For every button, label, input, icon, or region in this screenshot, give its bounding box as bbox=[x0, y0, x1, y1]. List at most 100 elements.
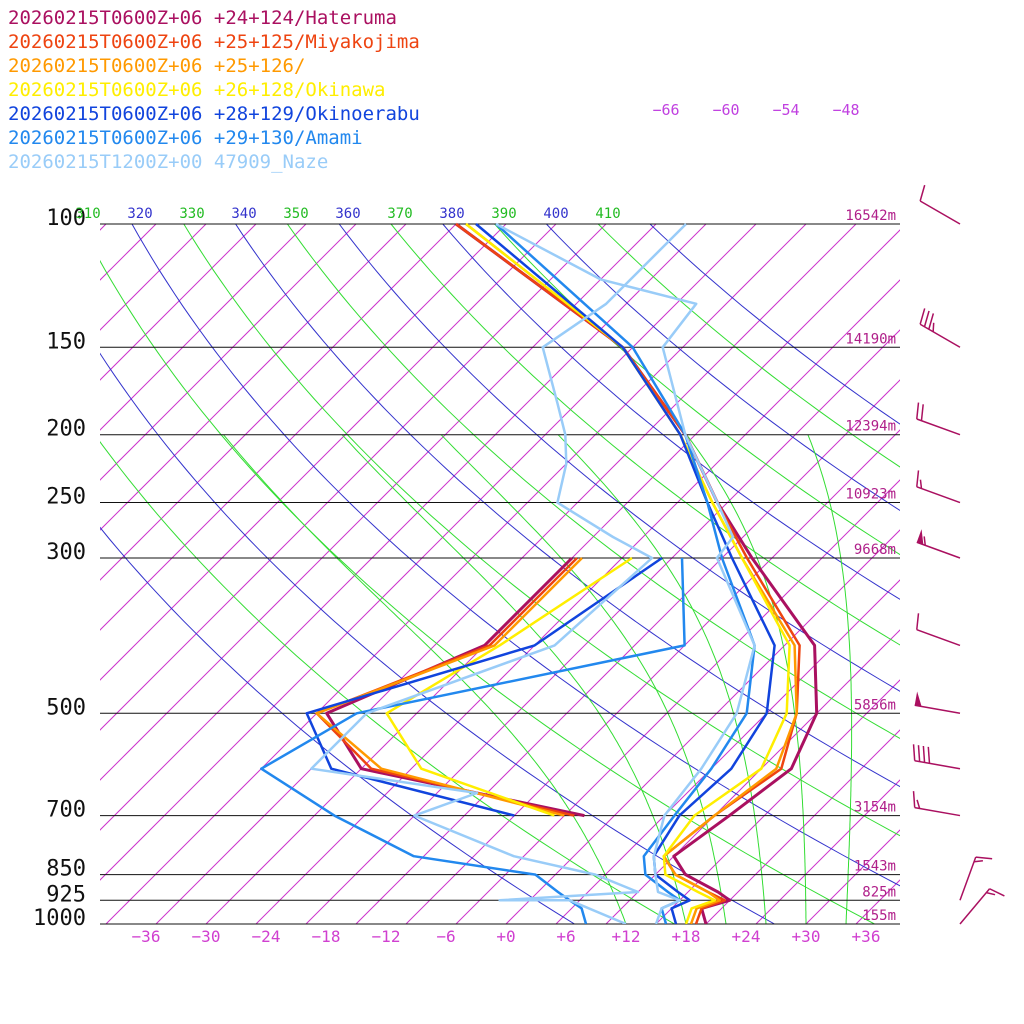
wind-barb bbox=[916, 486, 961, 504]
legend-entry: 20260215T1200Z+00 47909_Naze bbox=[8, 151, 328, 173]
height-label: 155m bbox=[862, 908, 896, 924]
dry-adiabat-line bbox=[100, 526, 575, 924]
height-label: 14190m bbox=[845, 331, 896, 347]
wind-barb-feather bbox=[928, 313, 935, 330]
wind-barb-feather bbox=[917, 745, 921, 762]
moist-adiabat-line bbox=[440, 434, 727, 924]
wind-barb-feather bbox=[932, 322, 935, 332]
legend-entry: 20260215T0600Z+06 +26+128/Okinawa bbox=[8, 79, 386, 101]
temperature-tick-labels: −36 −30 −24 −18 −12 −6 +0 +6 +12 +18 +24 +30 +36 bbox=[132, 927, 881, 946]
wind-barb-feather bbox=[912, 744, 916, 761]
wind-barb-feather bbox=[919, 184, 926, 202]
sounding-series bbox=[260, 222, 819, 924]
temperature-tick-label: +30 bbox=[792, 927, 821, 946]
isotherm-line bbox=[855, 879, 900, 924]
theta-label: 350 bbox=[283, 206, 308, 222]
dry-adiabat-line bbox=[100, 440, 675, 924]
wind-barb bbox=[916, 541, 961, 559]
dry-adiabat-line bbox=[390, 223, 900, 646]
wind-barb-feather bbox=[923, 310, 930, 327]
wind-barb bbox=[914, 704, 961, 715]
height-label: 9668m bbox=[854, 542, 896, 558]
wind-barb-pennant bbox=[916, 529, 924, 545]
isotherm-line bbox=[906, 224, 1024, 924]
isotherm-line bbox=[100, 223, 207, 331]
pressure-label: 700 bbox=[46, 798, 86, 823]
pressure-label: 250 bbox=[46, 485, 86, 510]
wind-barb-feather bbox=[923, 536, 926, 546]
wind-barb bbox=[919, 200, 961, 225]
height-label: 1543m bbox=[854, 859, 896, 875]
wind-barb-feather bbox=[919, 308, 926, 325]
mixing-ratio-label: −60 bbox=[712, 101, 739, 119]
wind-barb-feather bbox=[989, 888, 1005, 897]
pressure-label: 100 bbox=[46, 206, 86, 231]
legend-entry: 20260215T0600Z+06 +29+130/Amami bbox=[8, 127, 363, 149]
pressure-label: 200 bbox=[46, 417, 86, 442]
isobar-lines bbox=[100, 223, 900, 925]
wind-barb-feather bbox=[916, 402, 920, 420]
isotherm-line bbox=[100, 223, 507, 631]
pressure-label: 1000 bbox=[33, 906, 86, 931]
wind-barb bbox=[914, 759, 961, 770]
temperature-tick-label: +6 bbox=[556, 927, 575, 946]
dewpoint-line bbox=[385, 556, 633, 817]
isotherm-line bbox=[100, 223, 457, 581]
theta-label: 380 bbox=[439, 206, 464, 222]
temperature-tick-label: −36 bbox=[132, 927, 161, 946]
wind-barb-feather bbox=[920, 404, 924, 421]
mixing-ratio-labels: −66 −60 −54 −48 bbox=[652, 101, 859, 119]
dry-adiabat-line bbox=[235, 223, 900, 788]
temperature-tick-label: +0 bbox=[496, 927, 515, 946]
isotherm-line bbox=[455, 479, 900, 924]
dewpoint-line bbox=[310, 223, 687, 924]
isotherm-line bbox=[100, 223, 657, 781]
height-label: 12394m bbox=[845, 419, 896, 435]
isotherm-line bbox=[605, 629, 900, 924]
dry-adiabat-line bbox=[649, 223, 900, 425]
theta-label: 320 bbox=[127, 206, 152, 222]
dry-adiabat-line bbox=[286, 223, 900, 740]
legend-entry: 20260215T0600Z+06 +28+129/Okinoerabu bbox=[8, 103, 420, 125]
pressure-label: 925 bbox=[46, 882, 86, 907]
pressure-label: 300 bbox=[46, 540, 86, 565]
isotherm-line bbox=[355, 379, 900, 924]
theta-label: 400 bbox=[543, 206, 568, 222]
wind-barb bbox=[914, 806, 961, 817]
isotherm-line bbox=[655, 679, 900, 924]
theta-label: 340 bbox=[231, 206, 256, 222]
wind-barb bbox=[959, 888, 991, 925]
moist-adiabat-line bbox=[686, 434, 807, 924]
isotherm-line bbox=[305, 329, 900, 924]
wind-barb-feather bbox=[916, 470, 920, 487]
dry-adiabat-line bbox=[100, 352, 775, 924]
wind-barb-feather bbox=[975, 856, 993, 860]
legend: 20260215T0600Z+06 +24+124/Hateruma 202602… bbox=[8, 7, 420, 173]
isotherm-line bbox=[105, 223, 807, 924]
isotherm-line bbox=[805, 829, 900, 924]
wind-barb-feather bbox=[912, 791, 916, 808]
dry-adiabat-line bbox=[597, 223, 900, 468]
wind-barb bbox=[916, 629, 961, 647]
temperature-tick-label: +12 bbox=[612, 927, 641, 946]
temperature-line bbox=[465, 223, 798, 924]
temperature-tick-label: +24 bbox=[732, 927, 761, 946]
isotherm-line bbox=[755, 779, 900, 924]
isotherm-line bbox=[100, 223, 757, 881]
temperature-tick-label: +18 bbox=[672, 927, 701, 946]
dry-adiabat-line bbox=[100, 259, 875, 924]
dry-adiabat-lines bbox=[100, 223, 900, 924]
isotherm-line bbox=[0, 224, 6, 924]
pressure-label: 150 bbox=[46, 329, 86, 354]
theta-labels: 310 320 330 340 350 360 370 380 390 400 410 bbox=[75, 206, 620, 222]
legend-entry: 20260215T0600Z+06 +24+124/Hateruma bbox=[8, 7, 397, 29]
wind-barb bbox=[916, 418, 961, 436]
wind-barb-pennant bbox=[914, 691, 922, 707]
wind-barb bbox=[959, 856, 977, 901]
isotherm-line bbox=[505, 529, 900, 924]
wind-barb-feather bbox=[973, 860, 983, 863]
mixing-ratio-label: −48 bbox=[832, 101, 859, 119]
temperature-tick-label: −18 bbox=[312, 927, 341, 946]
